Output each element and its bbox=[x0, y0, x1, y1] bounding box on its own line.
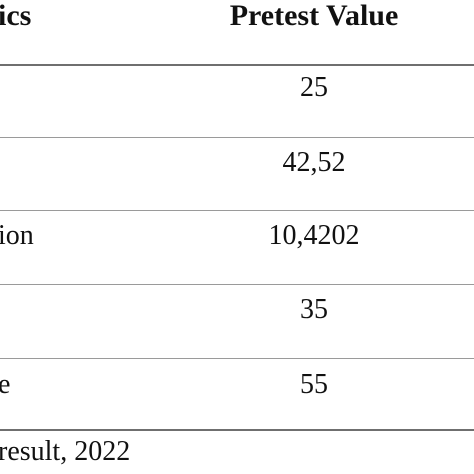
row-3-label: ion bbox=[0, 220, 34, 251]
row-divider bbox=[0, 137, 474, 138]
row-divider bbox=[0, 358, 474, 359]
row-5-value: 55 bbox=[300, 369, 328, 400]
row-5-label: e bbox=[0, 369, 11, 400]
header-pretest-value: Pretest Value bbox=[229, 0, 399, 32]
row-1-value: 25 bbox=[300, 72, 328, 103]
header-statistics: ics bbox=[0, 0, 32, 32]
row-2-value: 42,52 bbox=[282, 147, 346, 178]
row-divider bbox=[0, 210, 474, 211]
row-3-value: 10,4202 bbox=[268, 220, 360, 251]
header-divider bbox=[0, 64, 474, 66]
source-note: result, 2022 bbox=[0, 436, 131, 467]
row-4-value: 35 bbox=[300, 294, 328, 325]
row-divider bbox=[0, 284, 474, 285]
table-bottom-rule bbox=[0, 429, 474, 431]
